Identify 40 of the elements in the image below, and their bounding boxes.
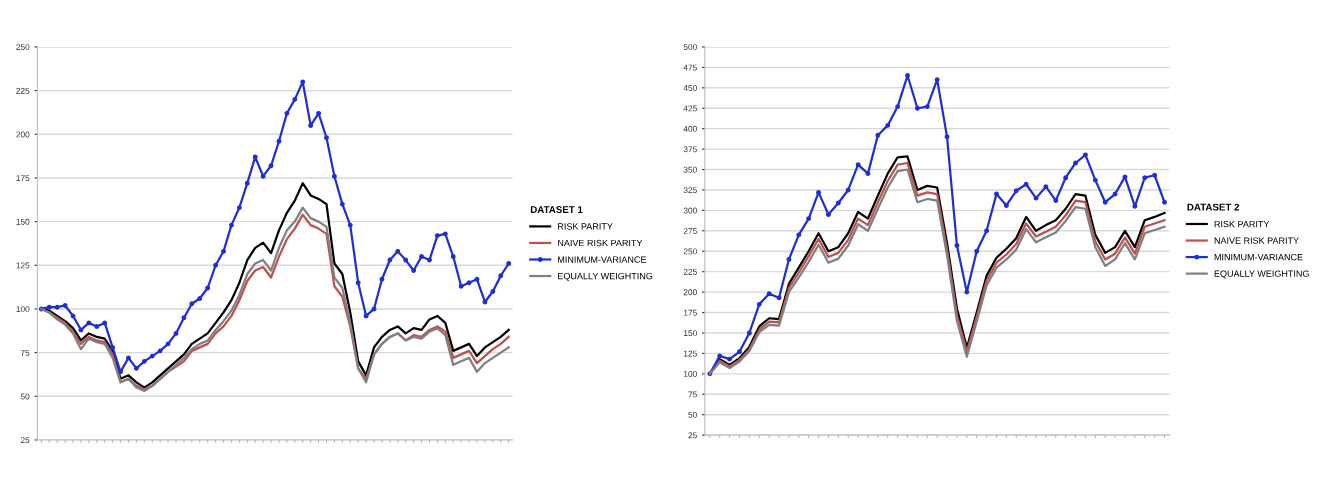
legend-label: NAIVE RISK PARITY — [558, 239, 643, 247]
y-tick-label: 500 — [683, 44, 697, 51]
y-tick-label: 50 — [688, 411, 697, 418]
y-tick-label: 175 — [16, 175, 30, 182]
y-tick-label: 25 — [20, 437, 30, 444]
y-tick-label: 325 — [683, 187, 697, 194]
y-tick-label: 475 — [683, 64, 697, 71]
y-tick-label: 100 — [16, 306, 30, 313]
legend-title: DATASET 2 — [1187, 203, 1240, 211]
legend-label: RISK PARITY — [558, 223, 613, 230]
y-tick-label: 375 — [683, 146, 697, 153]
y-tick-label: 275 — [683, 228, 697, 234]
y-tick-label: 225 — [16, 87, 30, 94]
y-tick-label: 75 — [688, 391, 697, 398]
y-tick-label: 150 — [683, 330, 697, 337]
y-tick-label: 200 — [683, 289, 697, 296]
y-tick-label: 400 — [683, 125, 697, 132]
y-tick-label: 200 — [16, 131, 30, 138]
legend-label: MINIMUM-VARIANCE — [558, 256, 647, 263]
y-tick-label: 150 — [16, 218, 30, 225]
y-tick-label: 100 — [683, 371, 697, 377]
legend-label: EQUALLY WEIGHTING — [558, 272, 653, 281]
y-tick-label: 300 — [683, 207, 697, 214]
legend-label: EQUALLY WEIGHTING — [1214, 270, 1309, 279]
legend-label: NAIVE RISK PARITY — [1214, 237, 1299, 244]
y-tick-label: 250 — [683, 248, 697, 255]
y-tick-label: 75 — [20, 349, 30, 356]
y-tick-label: 250 — [16, 44, 30, 51]
y-tick-label: 225 — [683, 268, 697, 275]
y-tick-label: 450 — [683, 85, 697, 91]
legend-label: RISK PARITY — [1214, 220, 1270, 228]
y-tick-label: 125 — [16, 262, 30, 269]
y-tick-label: 125 — [683, 350, 697, 357]
y-tick-label: 25 — [688, 432, 697, 439]
legend-title: DATASET 1 — [530, 206, 583, 213]
legend-label: MINIMUM-VARIANCE — [1214, 253, 1303, 261]
y-tick-label: 350 — [683, 166, 697, 173]
y-tick-label: 50 — [20, 393, 30, 400]
y-tick-label: 175 — [683, 309, 697, 316]
y-tick-label: 425 — [683, 105, 697, 112]
